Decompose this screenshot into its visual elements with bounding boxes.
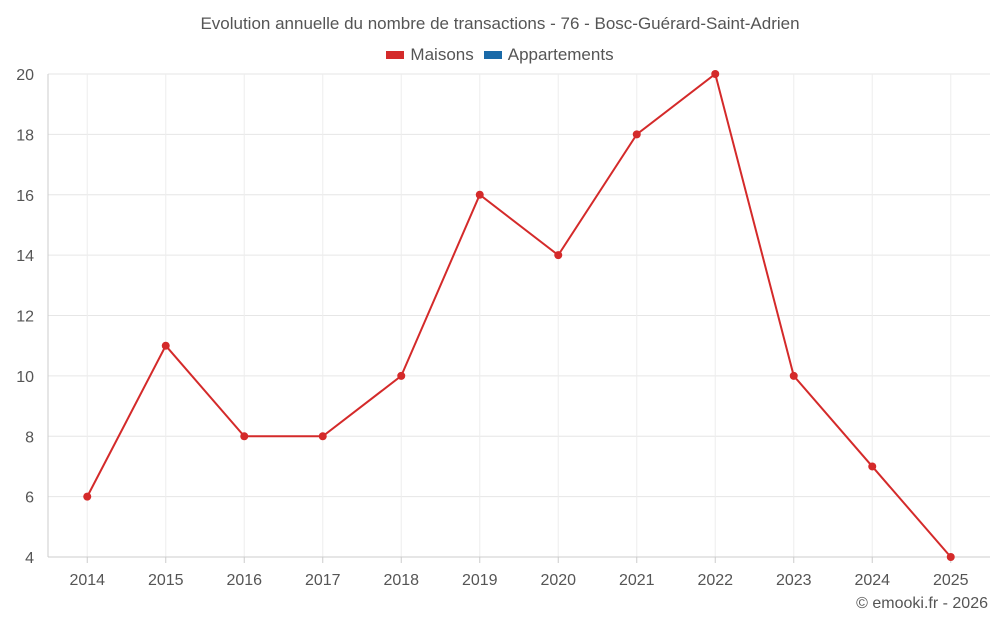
credit-text: © emooki.fr - 2026 (856, 595, 988, 612)
data-point-maisons (397, 371, 406, 380)
x-tick-label: 2023 (776, 572, 812, 589)
legend-swatch-maisons (386, 51, 405, 59)
y-tick-label: 14 (16, 248, 34, 265)
y-tick-label: 8 (25, 429, 34, 446)
y-tick-label: 6 (25, 490, 34, 507)
y-tick-label: 4 (25, 550, 34, 567)
data-point-maisons (868, 462, 877, 471)
data-point-maisons (711, 70, 720, 78)
legend-item-maisons[interactable]: Maisons (386, 45, 474, 65)
x-tick-label: 2015 (148, 572, 184, 589)
data-point-maisons (632, 130, 641, 139)
data-point-maisons (318, 432, 327, 441)
data-point-maisons (83, 492, 92, 501)
data-point-maisons (946, 553, 955, 561)
x-tick-label: 2014 (69, 572, 105, 589)
y-tick-label: 18 (16, 127, 34, 144)
series-line-maisons (86, 72, 952, 558)
data-point-maisons (554, 251, 563, 260)
chart-title: Evolution annuelle du nombre de transact… (200, 14, 800, 33)
legend-item-appartements[interactable]: Appartements (483, 45, 614, 65)
y-tick-label: 12 (16, 309, 34, 326)
x-tick-label: 2017 (305, 572, 341, 589)
legend: Maisons Appartements (0, 45, 1000, 65)
legend-swatch-appartements (483, 51, 502, 59)
x-tick-label: 2019 (462, 572, 498, 589)
y-tick-label: 10 (16, 369, 34, 386)
data-point-maisons (161, 341, 170, 350)
x-tick-label: 2018 (383, 572, 419, 589)
x-tick-label: 2021 (619, 572, 655, 589)
data-point-maisons (240, 432, 249, 441)
legend-label-appartements: Appartements (507, 45, 614, 64)
x-tick-label: 2016 (226, 572, 262, 589)
data-point-maisons (789, 371, 798, 380)
data-point-maisons (475, 190, 484, 199)
x-tick-label: 2022 (697, 572, 733, 589)
y-tick-label: 16 (16, 188, 34, 205)
x-tick-label: 2024 (854, 572, 890, 589)
legend-label-maisons: Maisons (410, 45, 474, 64)
x-tick-label: 2025 (933, 572, 969, 589)
y-tick-label: 20 (16, 67, 34, 84)
x-tick-label: 2020 (540, 572, 576, 589)
